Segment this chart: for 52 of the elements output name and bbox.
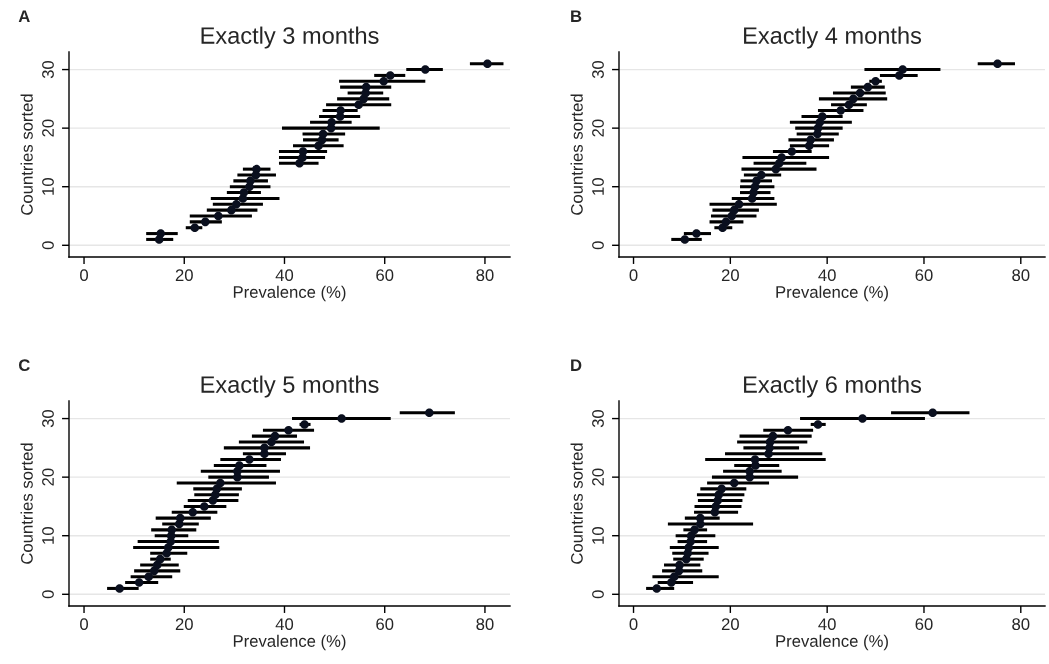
y-tick-label: 0 (42, 241, 54, 250)
y-tick-label: 0 (592, 241, 604, 250)
x-tick-label: 0 (80, 269, 89, 282)
chart-title: Exactly 4 months (744, 26, 922, 49)
y-axis-title: Countries sorted (20, 443, 33, 564)
x-tick-label: 80 (476, 269, 494, 282)
y-tick-label: 30 (42, 60, 54, 79)
x-tick-label: 60 (376, 269, 394, 282)
x-axis-title: Prevalence (%) (776, 285, 888, 302)
x-tick-label: 20 (721, 618, 739, 631)
text: C (18, 359, 30, 372)
y-tick-label: 20 (42, 468, 54, 486)
x-tick-label: 80 (1012, 269, 1030, 282)
y-axis-title: Countries sorted (20, 94, 33, 215)
y-tick-label: 0 (592, 590, 604, 599)
y-tick-label: 30 (592, 60, 604, 79)
x-tick-label: 0 (629, 618, 638, 631)
y-tick-label: 10 (42, 178, 54, 195)
x-tick-label: 0 (629, 269, 638, 282)
y-tick-label: 30 (42, 409, 54, 428)
x-axis-title: Prevalence (%) (233, 285, 346, 302)
chart-title: Exactly 5 months (201, 375, 379, 398)
x-tick-label: 0 (80, 618, 89, 631)
text: A (18, 10, 30, 22)
y-axis-title: Countries sorted (570, 94, 583, 215)
chart-title: Exactly 3 months (201, 26, 379, 49)
text: D (571, 359, 582, 371)
x-tick-label: 80 (476, 618, 494, 631)
y-tick-label: 10 (42, 527, 54, 544)
y-axis-title: Countries sorted (570, 443, 583, 564)
x-tick-label: 60 (915, 269, 933, 282)
x-tick-label: 20 (175, 269, 193, 282)
x-axis-title: Prevalence (%) (233, 634, 346, 651)
x-tick-label: 20 (721, 269, 739, 282)
x-tick-label: 60 (376, 618, 394, 631)
y-tick-label: 20 (592, 468, 604, 486)
y-tick-label: 30 (592, 409, 604, 428)
x-tick-label: 40 (275, 269, 294, 282)
x-tick-label: 40 (818, 618, 836, 631)
x-tick-label: 60 (915, 618, 933, 631)
x-tick-label: 20 (175, 618, 193, 631)
y-tick-label: 10 (592, 178, 604, 195)
x-tick-label: 40 (275, 618, 294, 631)
y-tick-label: 20 (42, 119, 54, 137)
y-tick-label: 0 (42, 590, 54, 599)
y-tick-label: 10 (592, 527, 604, 544)
x-tick-label: 40 (818, 269, 836, 282)
x-tick-label: 80 (1012, 618, 1030, 631)
chart-title: Exactly 6 months (744, 375, 922, 398)
text: B (571, 10, 582, 22)
y-tick-label: 20 (592, 119, 604, 137)
x-axis-title: Prevalence (%) (776, 634, 888, 651)
